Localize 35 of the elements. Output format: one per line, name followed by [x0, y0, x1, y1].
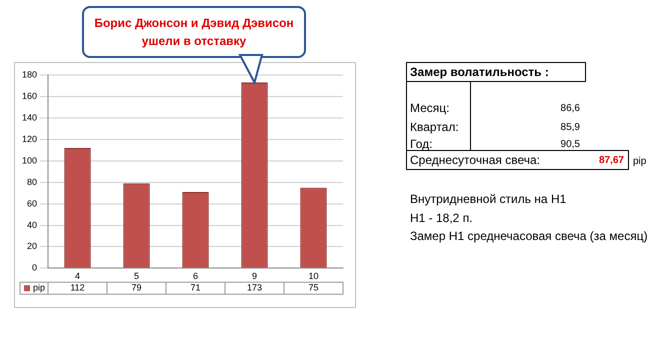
- text: 90,5: [560, 139, 580, 150]
- y-tick-label: 160: [22, 90, 38, 101]
- annotation: Борис Джонсон и Дэвид Дэвисон ушели в отставку: [82, 6, 306, 58]
- y-tick-label: 20: [27, 241, 38, 252]
- x-tick-label: 10: [308, 271, 319, 282]
- y-tick-label: 80: [27, 176, 38, 187]
- text: 85,9: [560, 122, 580, 133]
- text: Среднесуточная свеча:: [410, 153, 540, 167]
- legend-label: pip: [33, 282, 46, 293]
- text: Замер H1 среднечасовая свеча (за месяц): [410, 229, 648, 243]
- x-tick-label: 9: [252, 271, 258, 282]
- y-tick-label: 120: [22, 134, 38, 144]
- x-tick-label: 4: [75, 271, 80, 282]
- y-tick-label: 40: [27, 220, 38, 230]
- x-tick-label: 6: [193, 271, 198, 282]
- data-label: 75: [308, 282, 319, 293]
- data-label: 79: [132, 282, 142, 293]
- y-tick-label: 0: [32, 262, 38, 273]
- text: Квартал:: [410, 120, 459, 134]
- text: 86,6: [560, 103, 580, 114]
- text: Внутридневной стиль на H1: [410, 192, 566, 206]
- text: H1 - 18,2 п.: [410, 211, 473, 225]
- y-tick-label: 180: [22, 69, 38, 80]
- data-label: 173: [246, 282, 262, 293]
- text: Замер волатильность :: [410, 65, 549, 79]
- text: pip: [633, 156, 646, 167]
- y-tick-label: 100: [22, 155, 38, 166]
- data-label: 112: [70, 282, 85, 293]
- data-label: 71: [190, 282, 201, 293]
- y-tick-label: 140: [22, 112, 38, 122]
- text: 87,67: [598, 155, 624, 166]
- y-tick-label: 60: [27, 198, 38, 208]
- x-tick-label: 5: [134, 271, 140, 282]
- text: Год:: [410, 137, 432, 151]
- text: Месяц:: [410, 101, 450, 115]
